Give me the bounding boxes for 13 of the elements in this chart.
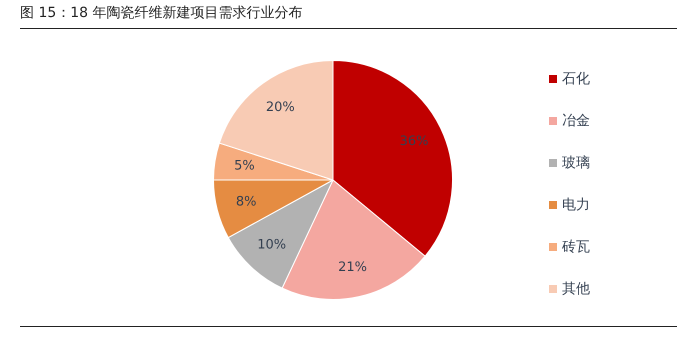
legend-label: 电力 xyxy=(562,196,590,214)
legend-label: 玻璃 xyxy=(562,154,590,172)
chart-title: 图 15：18 年陶瓷纤维新建项目需求行业分布 xyxy=(20,4,677,29)
legend-label: 砖瓦 xyxy=(562,238,590,256)
data-label: 10% xyxy=(257,238,286,253)
legend-label: 石化 xyxy=(562,70,590,88)
legend-label: 其他 xyxy=(562,280,590,298)
data-label: 8% xyxy=(236,194,257,210)
data-label: 36% xyxy=(400,134,429,150)
data-label: 21% xyxy=(338,260,368,275)
data-label: 20% xyxy=(266,100,295,115)
data-label: 5% xyxy=(234,158,255,174)
legend-label: 冶金 xyxy=(562,112,590,130)
